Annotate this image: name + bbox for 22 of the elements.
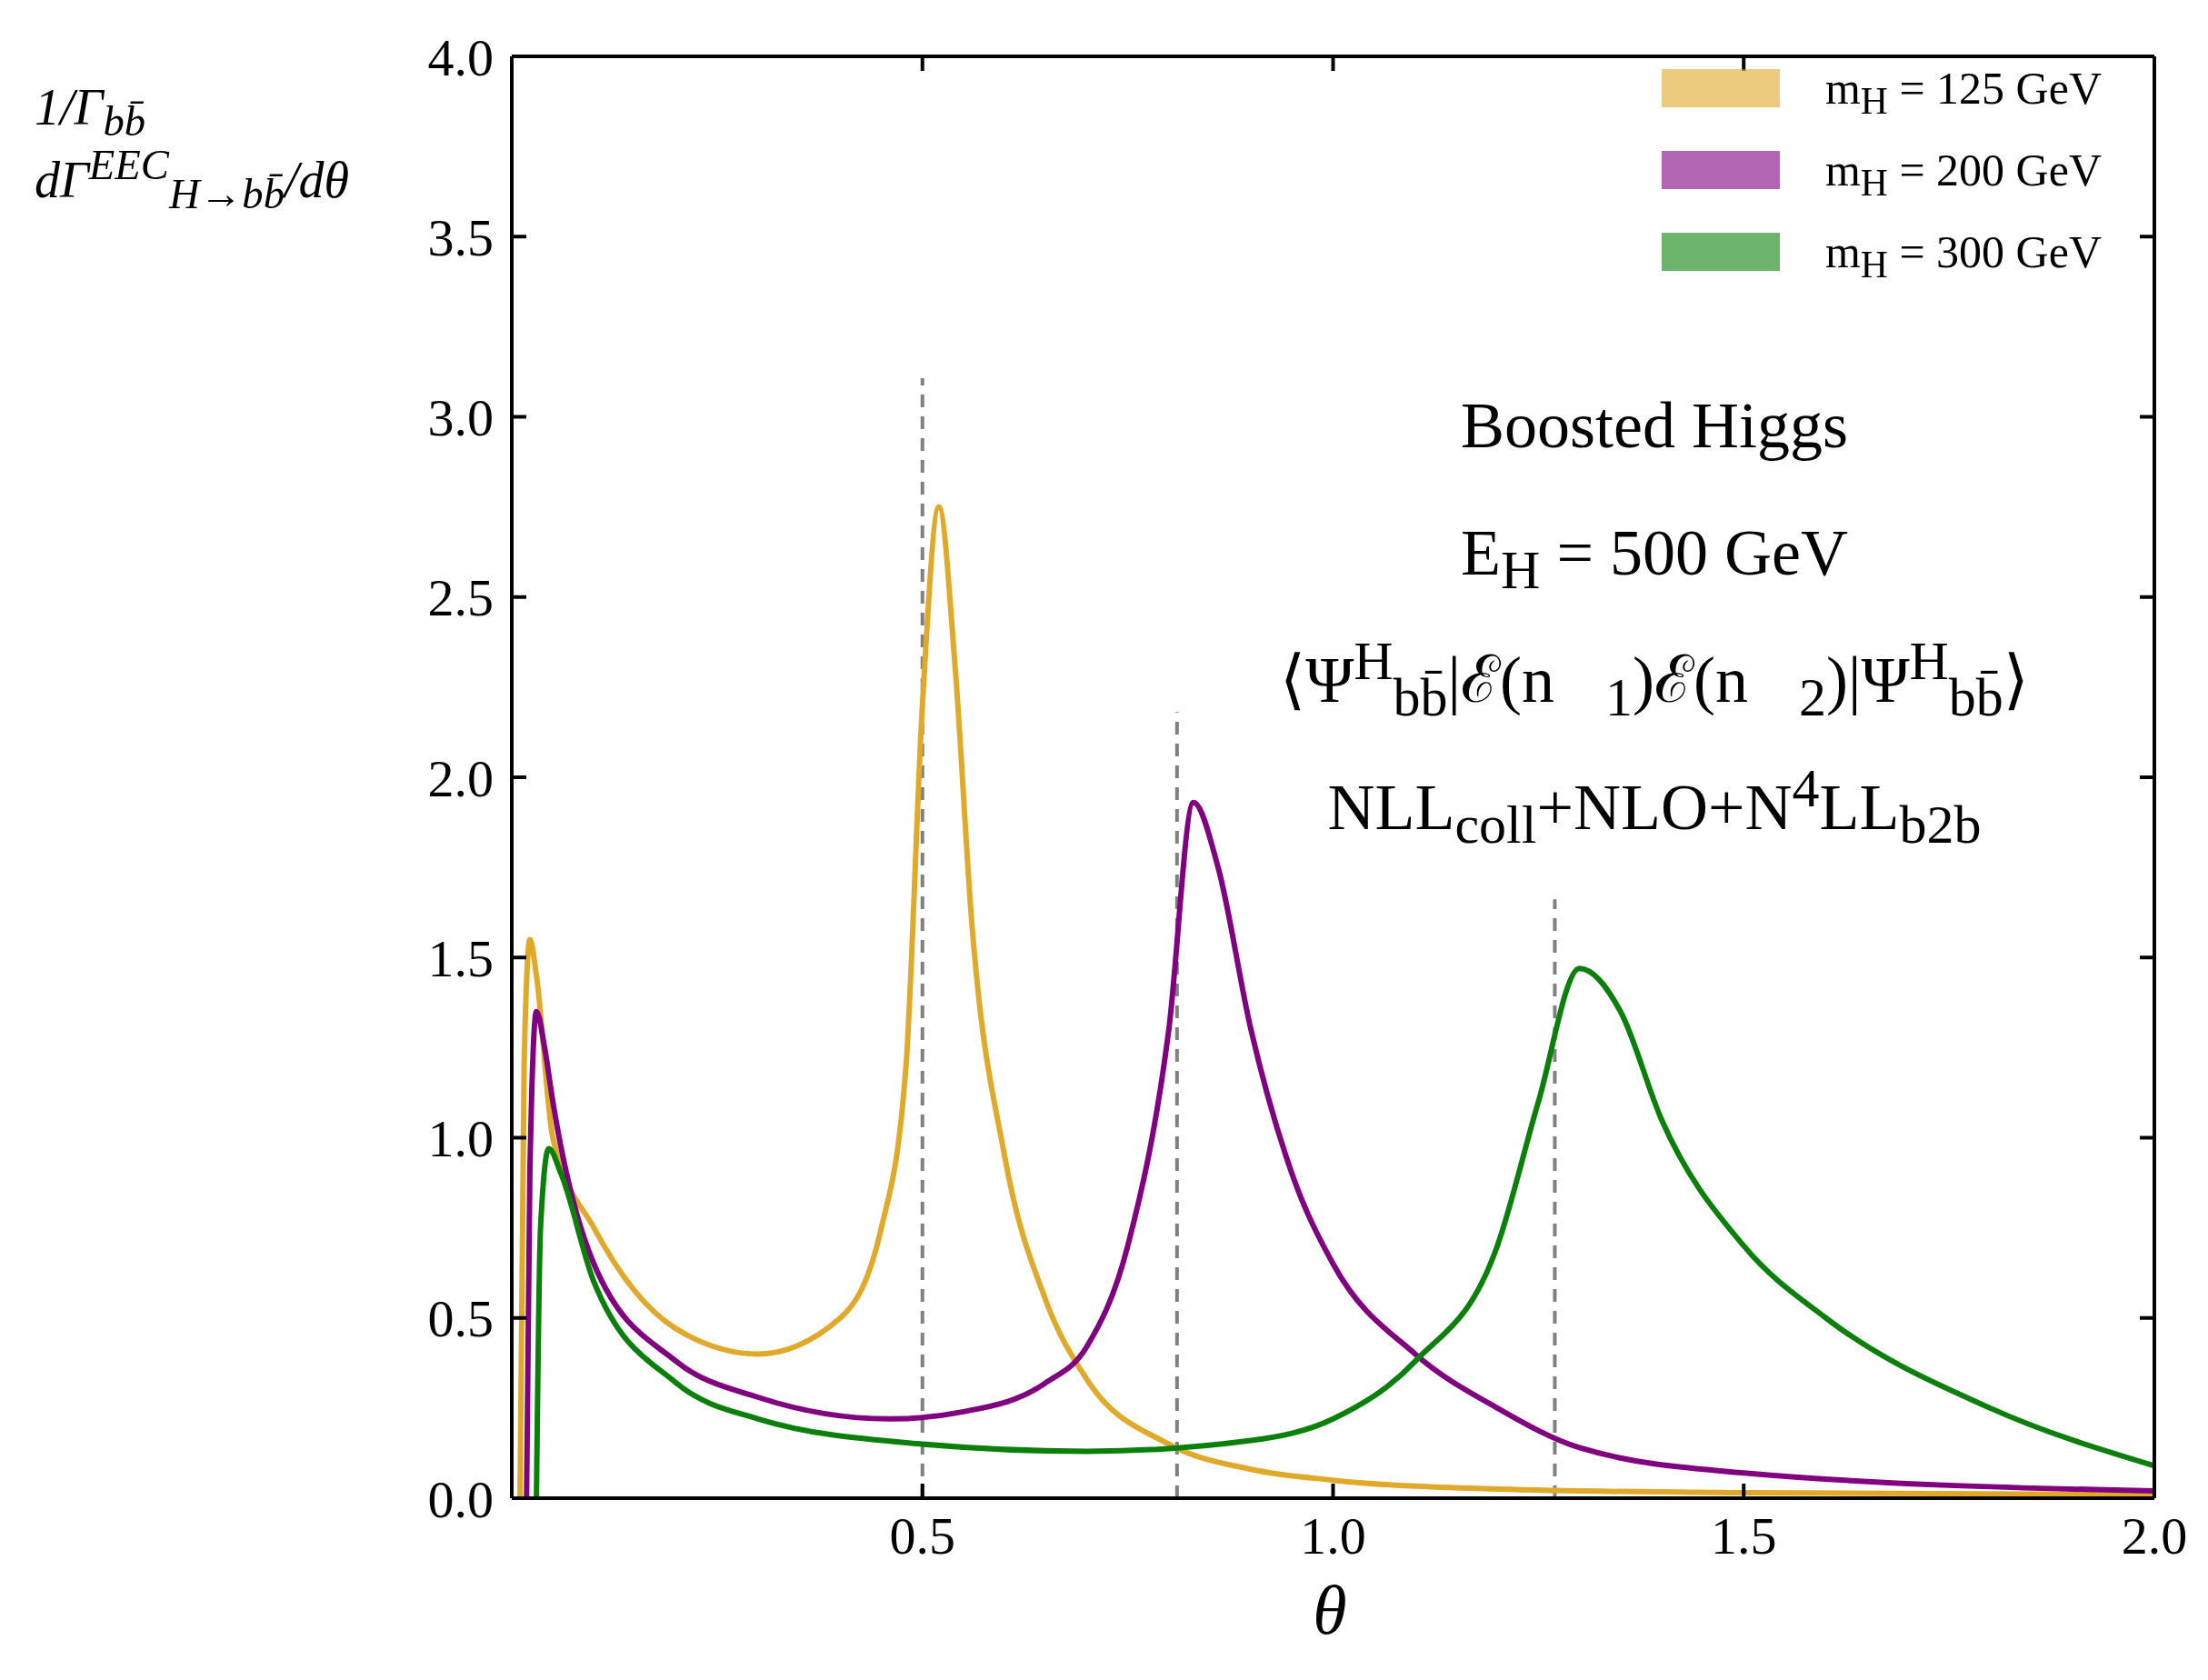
y-tick-label: 0.5 — [427, 1289, 494, 1349]
legend-label: m$_{H}$ = 200 GeV — [1824, 144, 2102, 204]
legend-label: m$_{H}$ = 300 GeV — [1824, 225, 2102, 285]
y-tick-label: 3.5 — [427, 207, 494, 267]
y-tick-label: 4.0 — [427, 27, 494, 87]
y-tick-label: 3.0 — [427, 388, 494, 448]
y-tick-label: 2.5 — [427, 568, 494, 628]
x-tick-label: 1.0 — [1300, 1506, 1366, 1566]
y-axis-title: 1/Γ$_{bb̄}$ dΓ$^{EEC}$$_{H→bb̄}$/dθ — [35, 78, 351, 218]
x-tick-label: 2.0 — [2121, 1506, 2188, 1566]
y-tick-label: 2.0 — [427, 748, 494, 808]
legend-label: m$_{H}$ = 125 GeV — [1824, 62, 2102, 122]
x-axis-title: θ — [1312, 1571, 1348, 1650]
text: ⟨Ψ$^{H}$$_{bb̄}$|ℰ(n⃗$_{1}$)ℰ(n⃗$_{2}$)|Ψ$^{H}$$_{bb̄}$⟩ — [1280, 631, 2029, 728]
annotation: E$_{H}$ = 500 GeV — [1460, 515, 1849, 603]
y-tick-label: 0.0 — [427, 1469, 494, 1529]
x-tick-label: 1.5 — [1711, 1506, 1777, 1566]
annotation: NLL$_{coll}$+NLO+N$^{4}$LL$_{b2b}$ — [1326, 757, 1983, 857]
y-tick-label: 1.5 — [427, 928, 494, 988]
annotation: Boosted Higgs — [1460, 388, 1849, 464]
y-tick-label: 1.0 — [427, 1109, 494, 1169]
x-tick-label: 0.5 — [889, 1506, 955, 1566]
